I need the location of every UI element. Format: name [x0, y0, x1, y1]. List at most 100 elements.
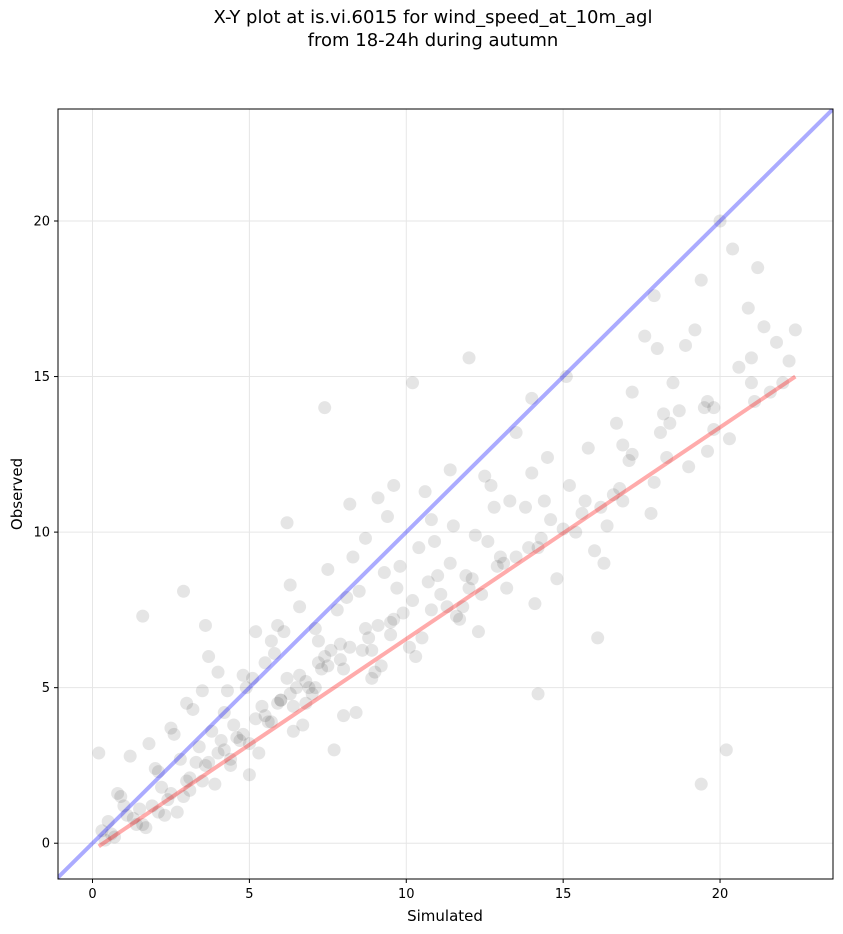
scatter-point	[449, 609, 463, 623]
scatter-point	[255, 699, 269, 713]
scatter-point	[98, 833, 112, 847]
scatter-point	[180, 696, 194, 710]
scatter-point	[283, 687, 297, 701]
scatter-point	[528, 597, 542, 611]
scatter-point	[158, 808, 172, 822]
scatter-point	[697, 401, 711, 415]
scatter-point	[606, 488, 620, 502]
scatter-points	[92, 214, 802, 847]
scatter-point	[277, 625, 291, 639]
scatter-point	[321, 562, 335, 576]
scatter-point	[744, 351, 758, 365]
scatter-point	[355, 643, 369, 657]
scatter-point	[214, 734, 228, 748]
scatter-point	[274, 693, 288, 707]
scatter-point	[346, 550, 360, 564]
scatter-point	[151, 805, 165, 819]
scatter-point	[744, 376, 758, 390]
fit-line	[97, 374, 797, 848]
chart-title: X-Y plot at is.vi.6015 for wind_speed_at…	[0, 6, 843, 52]
scatter-point	[104, 827, 118, 841]
scatter-point	[719, 743, 733, 757]
scatter-point	[129, 818, 143, 832]
scatter-point	[490, 559, 504, 573]
y-tick-label: 5	[42, 681, 50, 696]
scatter-point	[682, 460, 696, 474]
scatter-point	[468, 528, 482, 542]
scatter-point	[280, 671, 294, 685]
scatter-point	[180, 774, 194, 788]
scatter-point	[374, 659, 388, 673]
scatter-point	[183, 771, 197, 785]
scatter-point	[694, 273, 708, 287]
scatter-point	[114, 790, 128, 804]
axis-ticks: 0 5 10 15 20 0 5 10 15 20	[33, 215, 728, 903]
scatter-point	[443, 463, 457, 477]
scatter-point	[192, 740, 206, 754]
scatter-point	[679, 338, 693, 352]
grid	[58, 109, 833, 879]
scatter-point	[421, 575, 435, 589]
scatter-point	[107, 830, 121, 844]
scatter-point	[136, 609, 150, 623]
scatter-point	[387, 612, 401, 626]
scatter-point	[653, 426, 667, 440]
scatter-point	[578, 494, 592, 508]
scatter-point	[377, 566, 391, 580]
scatter-point	[183, 783, 197, 797]
scatter-point	[302, 681, 316, 695]
scatter-point	[644, 506, 658, 520]
scatter-point	[95, 824, 109, 838]
x-tick-label: 15	[555, 887, 572, 902]
scatter-point	[525, 466, 539, 480]
scatter-point	[500, 581, 514, 595]
scatter-point	[368, 665, 382, 679]
scatter-point	[230, 730, 244, 744]
scatter-point	[748, 394, 762, 408]
scatter-point	[666, 376, 680, 390]
scatter-point	[311, 634, 325, 648]
scatter-point	[575, 506, 589, 520]
scatter-point	[647, 289, 661, 303]
scatter-point	[164, 786, 178, 800]
plot-frame	[57, 108, 834, 880]
scatter-point	[440, 600, 454, 614]
scatter-point	[327, 743, 341, 757]
scatter-point	[707, 401, 721, 415]
scatter-point	[195, 774, 209, 788]
identity-line	[58, 109, 833, 879]
scatter-point	[409, 650, 423, 664]
scatter-point	[249, 712, 263, 726]
scatter-point	[258, 656, 272, 670]
scatter-point	[559, 370, 573, 384]
scatter-point	[556, 522, 570, 536]
scatter-point	[531, 687, 545, 701]
scatter-point	[167, 727, 181, 741]
scatter-point	[305, 687, 319, 701]
scatter-point	[177, 790, 191, 804]
scatter-point	[318, 401, 332, 415]
scatter-point	[252, 746, 266, 760]
scatter-point	[625, 447, 639, 461]
scatter-point	[562, 478, 576, 492]
scatter-point	[732, 360, 746, 374]
scatter-point	[308, 622, 322, 636]
scatter-point	[148, 762, 162, 776]
chart-title-line1: X-Y plot at is.vi.6015 for wind_speed_at…	[213, 7, 653, 28]
scatter-point	[333, 637, 347, 651]
scatter-point	[638, 329, 652, 343]
scatter-point	[365, 671, 379, 685]
y-axis-label: Observed	[8, 458, 26, 530]
scatter-point	[155, 780, 169, 794]
scatter-point	[424, 603, 438, 617]
scatter-point	[396, 606, 410, 620]
scatter-point	[434, 587, 448, 601]
scatter-point	[393, 559, 407, 573]
scatter-point	[660, 450, 674, 464]
scatter-point	[519, 500, 533, 514]
scatter-point	[299, 696, 313, 710]
scatter-point	[402, 640, 416, 654]
scatter-point	[271, 696, 285, 710]
scatter-point	[610, 416, 624, 430]
scatter-point	[337, 709, 351, 723]
